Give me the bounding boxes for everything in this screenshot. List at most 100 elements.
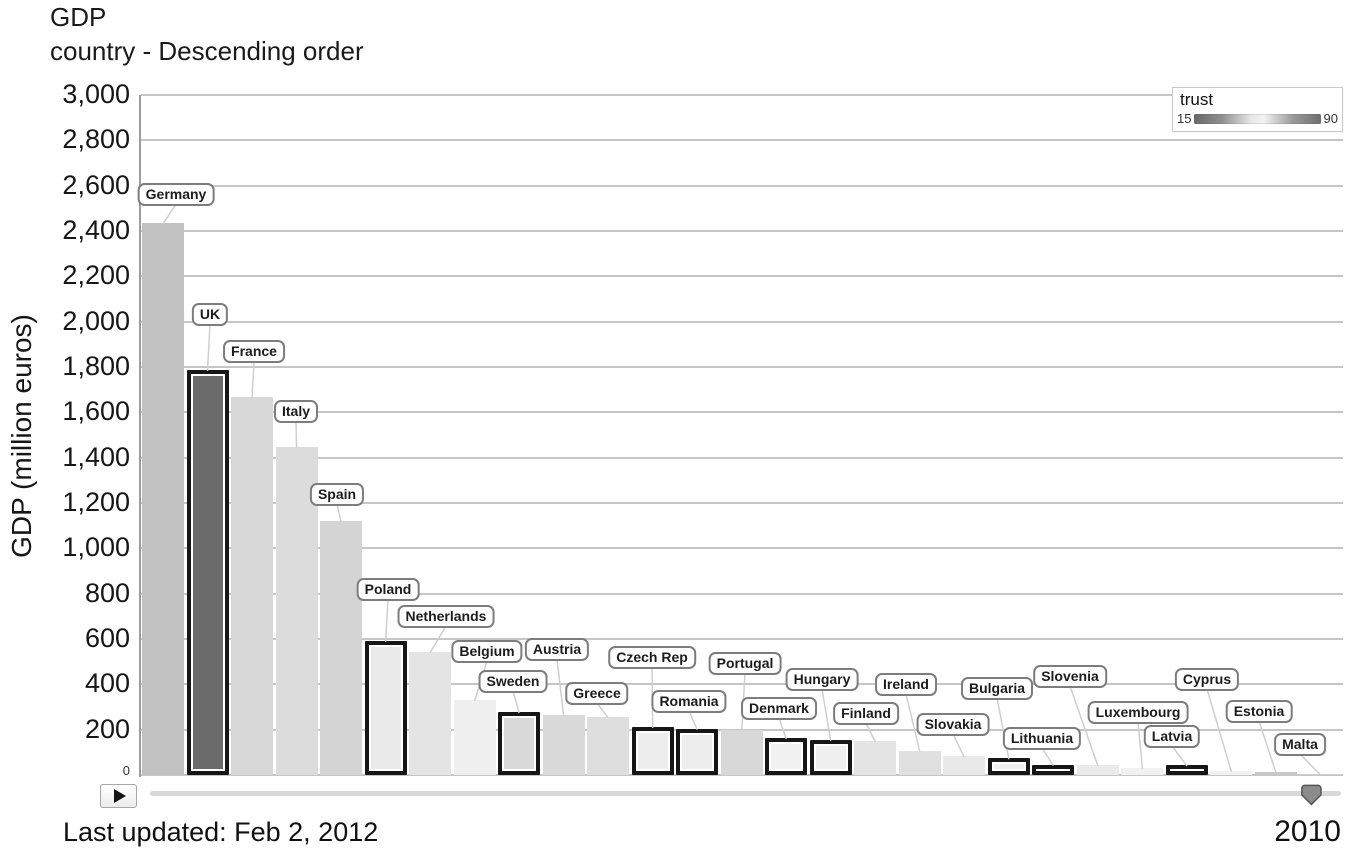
y-tick-label: 2,800 — [62, 124, 130, 155]
timeline-slider-track[interactable] — [150, 791, 1341, 796]
gridline — [141, 139, 1343, 142]
country-label-poland[interactable]: Poland — [356, 578, 420, 601]
gridline — [141, 366, 1343, 368]
country-label-greece[interactable]: Greece — [565, 682, 629, 705]
bar-luxembourg[interactable] — [1121, 767, 1164, 775]
gridline — [141, 502, 1343, 504]
y-tick-label: 1,800 — [62, 350, 130, 381]
country-label-romania[interactable]: Romania — [651, 690, 727, 713]
timeline-slider-handle[interactable] — [1301, 784, 1325, 807]
country-label-germany[interactable]: Germany — [137, 183, 215, 206]
leader-line-greece — [596, 702, 609, 719]
country-label-latvia[interactable]: Latvia — [1143, 725, 1201, 748]
gridline — [141, 638, 1343, 640]
country-label-cyprus[interactable]: Cyprus — [1174, 668, 1240, 691]
bar-sweden[interactable] — [498, 711, 541, 775]
bar-estonia[interactable] — [1254, 771, 1297, 775]
y-tick-label: 1,000 — [62, 532, 130, 563]
leader-line-uk — [206, 323, 211, 371]
country-label-slovenia[interactable]: Slovenia — [1033, 665, 1107, 688]
play-icon — [114, 789, 126, 803]
bar-netherlands[interactable] — [409, 651, 452, 775]
country-label-sweden[interactable]: Sweden — [478, 670, 548, 693]
country-label-uk[interactable]: UK — [191, 303, 229, 326]
y-tick-label: 400 — [84, 668, 130, 699]
y-tick-label: 2,000 — [62, 305, 130, 336]
bar-spain[interactable] — [320, 521, 363, 775]
last-updated-text: Last updated: Feb 2, 2012 — [63, 817, 379, 847]
country-label-netherlands[interactable]: Netherlands — [397, 605, 495, 628]
bar-malta[interactable] — [1299, 773, 1342, 775]
bar-slovenia[interactable] — [1076, 765, 1119, 775]
y-tick-label: 1,400 — [62, 441, 130, 472]
bar-portugal[interactable] — [720, 729, 763, 775]
trust-legend: trust 15 90 — [1172, 87, 1343, 132]
gridline — [141, 275, 1343, 278]
bar-austria[interactable] — [542, 714, 585, 775]
y-tick-label: 800 — [84, 577, 130, 608]
sort-order-label: country - Descending order — [50, 36, 364, 66]
legend-title: trust — [1180, 90, 1214, 109]
y-tick-label: 2,200 — [62, 260, 130, 291]
y-tick-label: 2,400 — [62, 214, 130, 245]
y-tick-label-zero: 0 — [122, 763, 130, 779]
country-label-bulgaria[interactable]: Bulgaria — [960, 677, 1034, 700]
leader-line-lithuania — [1041, 747, 1055, 766]
current-year-label: 2010 — [1274, 815, 1341, 848]
bar-germany[interactable] — [142, 223, 185, 775]
country-label-belgium[interactable]: Belgium — [451, 640, 523, 663]
country-label-france[interactable]: France — [223, 340, 285, 363]
y-tick-label: 1,200 — [62, 486, 130, 517]
y-tick-label: 1,600 — [62, 396, 130, 427]
leader-line-malta — [1299, 753, 1322, 776]
leader-line-sweden — [512, 690, 520, 714]
bar-finland[interactable] — [854, 741, 897, 775]
bar-latvia[interactable] — [1165, 765, 1208, 775]
bar-lithuania[interactable] — [1032, 764, 1075, 775]
country-label-estonia[interactable]: Estonia — [1225, 700, 1293, 723]
country-label-lithuania[interactable]: Lithuania — [1002, 727, 1082, 750]
bar-greece[interactable] — [587, 716, 630, 775]
leader-line-poland — [384, 598, 389, 642]
chart-title: GDP — [50, 2, 107, 32]
country-label-finland[interactable]: Finland — [833, 702, 899, 725]
bar-romania[interactable] — [676, 728, 719, 775]
legend-min-value: 15 — [1177, 111, 1192, 126]
bar-ireland[interactable] — [898, 750, 941, 775]
bar-czech-rep[interactable] — [631, 726, 674, 775]
country-label-italy[interactable]: Italy — [273, 400, 319, 423]
country-label-hungary[interactable]: Hungary — [785, 668, 859, 691]
country-label-austria[interactable]: Austria — [524, 638, 590, 661]
country-label-spain[interactable]: Spain — [309, 483, 365, 506]
y-axis-line — [139, 95, 141, 777]
bar-poland[interactable] — [364, 640, 407, 775]
country-label-malta[interactable]: Malta — [1274, 733, 1326, 756]
country-label-slovakia[interactable]: Slovakia — [916, 713, 990, 736]
legend-max-value: 90 — [1323, 111, 1338, 126]
bar-belgium[interactable] — [453, 699, 496, 775]
y-tick-label: 2,600 — [62, 169, 130, 200]
bar-hungary[interactable] — [809, 740, 852, 775]
bar-france[interactable] — [231, 396, 274, 775]
country-label-portugal[interactable]: Portugal — [708, 652, 782, 675]
gridline — [141, 320, 1343, 323]
leader-line-spain — [336, 503, 342, 523]
gridline — [141, 592, 1343, 595]
bar-denmark[interactable] — [765, 738, 808, 775]
bar-slovakia[interactable] — [943, 756, 986, 775]
play-button[interactable] — [100, 784, 137, 808]
country-label-ireland[interactable]: Ireland — [875, 673, 937, 696]
bar-uk[interactable] — [186, 369, 229, 775]
y-tick-label: 200 — [84, 713, 130, 744]
gridline — [141, 456, 1343, 459]
leader-line-finland — [865, 722, 876, 743]
country-label-czech-rep[interactable]: Czech Rep — [608, 646, 696, 669]
gridline-zero — [141, 774, 1343, 776]
country-label-denmark[interactable]: Denmark — [741, 697, 817, 720]
bar-cyprus[interactable] — [1210, 770, 1253, 775]
y-tick-label: 3,000 — [62, 78, 130, 109]
bar-bulgaria[interactable] — [987, 758, 1030, 775]
country-label-luxembourg[interactable]: Luxembourg — [1087, 701, 1189, 724]
gridline — [141, 547, 1343, 550]
